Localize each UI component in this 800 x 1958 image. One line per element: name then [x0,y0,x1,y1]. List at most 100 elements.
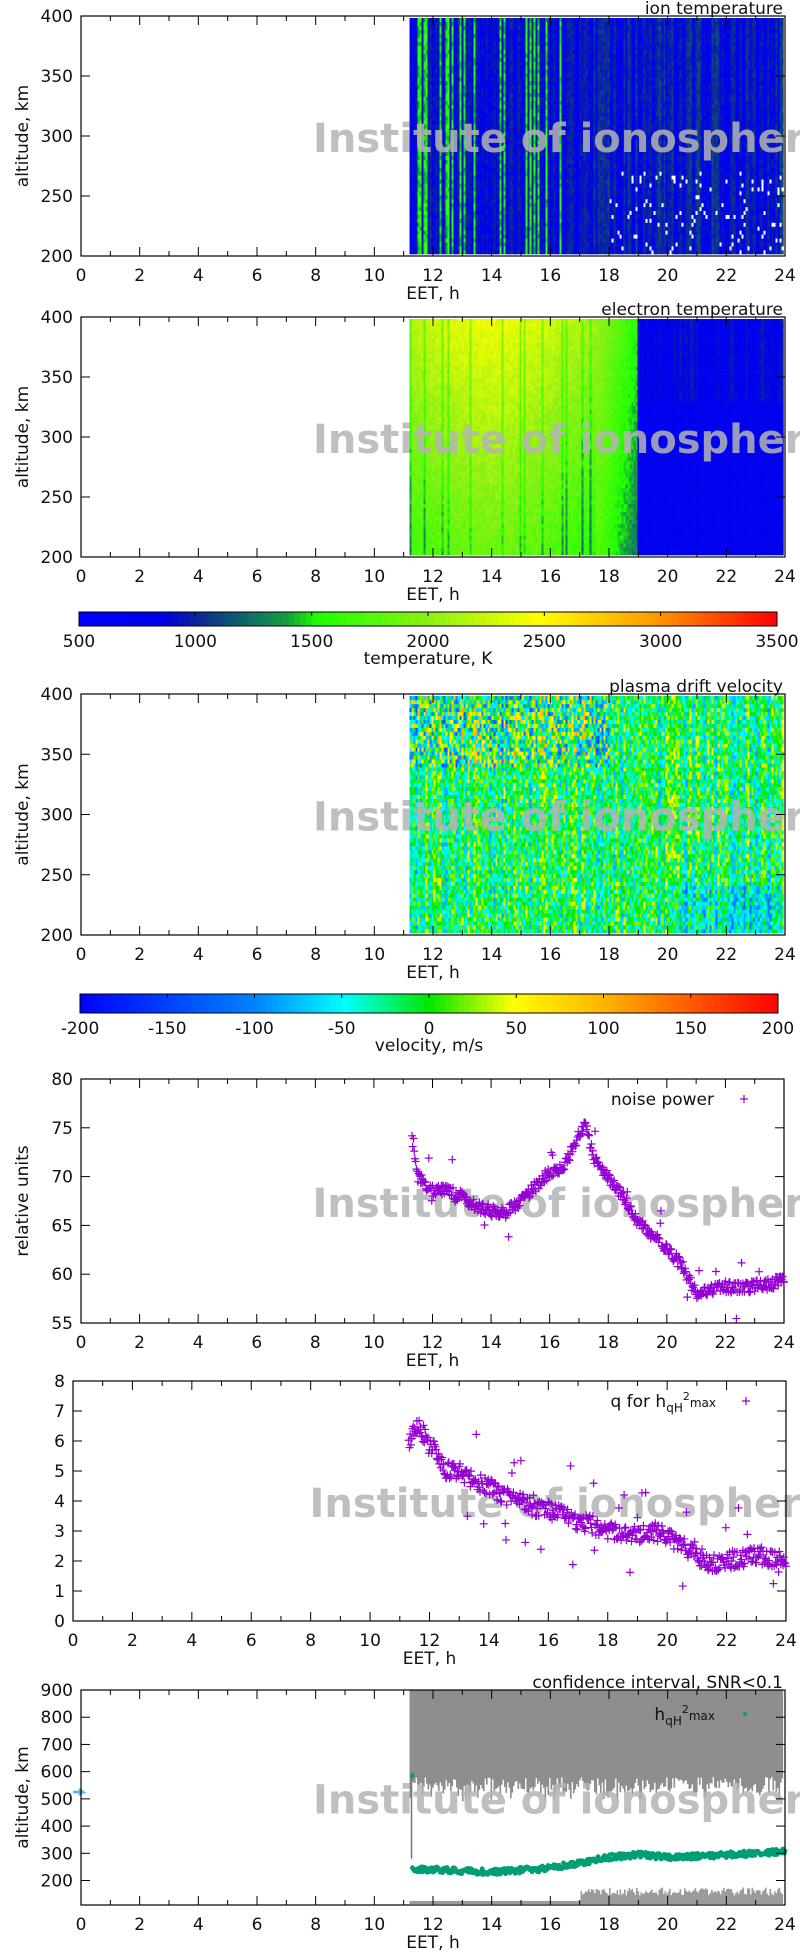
heatmap-cell [452,101,454,105]
heatmap-cell [444,101,446,105]
heatmap-cell [436,230,438,234]
heatmap-cell [448,101,450,105]
heatmap-cell [430,187,432,191]
heatmap-cell [452,211,454,215]
heatmap-cell [438,101,440,105]
heatmap-cell [436,53,438,57]
heatmap-cell [430,77,432,81]
heatmap-cell [440,179,442,183]
heatmap-cell [422,49,424,53]
heatmap-cell [412,53,414,57]
heatmap-cell [464,195,466,199]
heatmap-cell [434,46,436,50]
heatmap-cell [424,183,426,187]
heatmap-cell [454,246,456,250]
heatmap-cell [456,89,458,93]
heatmap-cell [444,30,446,34]
heatmap-cell [462,183,464,187]
heatmap-cell [464,26,466,30]
heatmap-cell [446,77,448,81]
heatmap-cell [450,203,452,207]
heatmap-cell [458,223,460,227]
heatmap-cell [434,77,436,81]
heatmap-cell [436,49,438,53]
heatmap-cell [450,77,452,81]
heatmap-cell [464,199,466,203]
heatmap-cell [428,65,430,69]
heatmap-cell [450,26,452,30]
heatmap-cell [430,246,432,250]
heatmap-cell [414,49,416,53]
heatmap-cell [430,65,432,69]
heatmap-cell [440,69,442,73]
heatmap-cell [410,22,412,26]
heatmap-cell [456,61,458,65]
heatmap-cell [432,219,434,223]
heatmap-cell [456,26,458,30]
heatmap-cell [422,77,424,81]
heatmap-cell [454,57,456,61]
heatmap-cell [434,89,436,93]
heatmap-cell [440,108,442,112]
heatmap-cell [460,187,462,191]
heatmap-cell [452,226,454,230]
heatmap-cell [422,69,424,73]
heatmap-cell [448,164,450,168]
heatmap-cell [458,38,460,42]
heatmap-cell [426,34,428,38]
heatmap-cell [442,230,444,234]
heatmap-cell [454,175,456,179]
heatmap-cell [432,211,434,215]
heatmap-cell [440,195,442,199]
heatmap-cell [460,93,462,97]
heatmap-cell [412,49,414,53]
heatmap-cell [426,207,428,211]
heatmap-cell [458,77,460,81]
heatmap-cell [460,234,462,238]
heatmap-cell [428,230,430,234]
heatmap-cell [412,219,414,223]
heatmap-cell [424,101,426,105]
heatmap-cell [418,164,420,168]
heatmap-cell [454,167,456,171]
heatmap-cell [466,42,468,46]
heatmap-cell [464,101,466,105]
heatmap-cell [460,199,462,203]
heatmap-cell [426,183,428,187]
heatmap-cell [458,203,460,207]
heatmap-cell [428,195,430,199]
heatmap-cell [434,211,436,215]
heatmap-cell [456,171,458,175]
heatmap-cell [442,69,444,73]
heatmap-cell [440,223,442,227]
heatmap-cell [426,238,428,242]
heatmap-cell [436,211,438,215]
heatmap-cell [444,105,446,109]
heatmap-cell [430,175,432,179]
heatmap-cell [420,53,422,57]
heatmap-cell [454,230,456,234]
heatmap-cell [446,89,448,93]
heatmap-cell [422,61,424,65]
heatmap-cell [438,53,440,57]
heatmap-cell [450,230,452,234]
heatmap-cell [410,81,412,85]
heatmap-cell [430,26,432,30]
heatmap-cell [458,211,460,215]
heatmap-cell [416,101,418,105]
heatmap-cell [450,49,452,53]
heatmap-cell [450,73,452,77]
heatmap-cell [414,26,416,30]
heatmap-cell [434,81,436,85]
heatmap-cell [416,211,418,215]
heatmap-cell [432,195,434,199]
heatmap-cell [458,57,460,61]
heatmap-cell [454,108,456,112]
heatmap-cell [428,199,430,203]
heatmap-cell [424,30,426,34]
heatmap-cell [464,219,466,223]
heatmap-cell [460,105,462,109]
heatmap-cell [422,101,424,105]
heatmap-cell [414,73,416,77]
heatmap-cell [422,164,424,168]
